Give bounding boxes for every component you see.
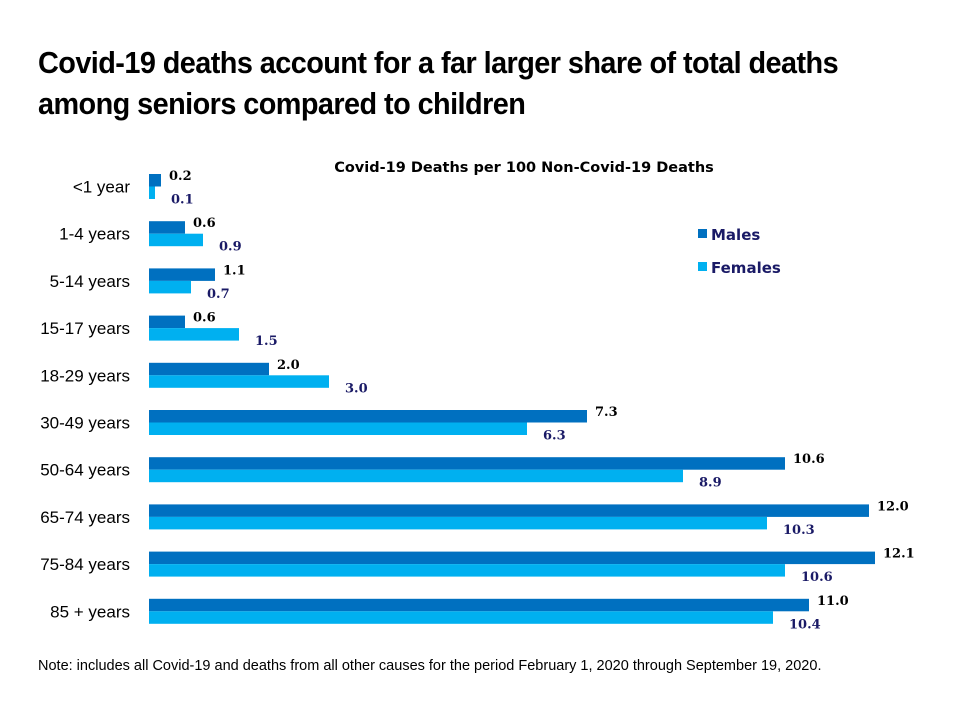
bar-females (149, 611, 773, 624)
category-label: 75-84 years (40, 555, 130, 574)
legend-swatch-females (698, 262, 707, 271)
data-label-males: 10.6 (793, 452, 825, 467)
bar-females (149, 233, 203, 247)
bar-females (149, 280, 191, 294)
data-label-females: 0.9 (219, 240, 242, 255)
bar-males (149, 362, 269, 376)
data-label-males: 0.6 (193, 216, 216, 231)
footnote: Note: includes all Covid-19 and deaths f… (38, 658, 822, 674)
data-label-males: 7.3 (595, 405, 618, 420)
data-label-males: 12.1 (883, 547, 915, 562)
legend-label-females: Females (711, 259, 781, 277)
bar-males (149, 174, 161, 187)
bar-females (149, 564, 785, 577)
data-label-males: 11.0 (817, 594, 849, 609)
category-label: 1-4 years (59, 225, 130, 244)
category-label: <1 year (73, 178, 131, 197)
data-label-males: 12.0 (877, 499, 909, 514)
data-label-males: 0.6 (193, 311, 216, 326)
legend: Males Females (698, 226, 781, 277)
bar-males (149, 504, 869, 517)
bar-females (149, 469, 683, 483)
data-label-females: 10.4 (789, 617, 821, 632)
category-label: 18-29 years (40, 366, 130, 385)
category-label: 30-49 years (40, 414, 130, 433)
legend-label-males: Males (711, 226, 760, 244)
data-label-males: 2.0 (277, 358, 300, 373)
bar-males (149, 315, 185, 329)
data-label-males: 1.1 (223, 263, 246, 278)
page-title: Covid-19 deaths account for a far larger… (38, 45, 839, 121)
category-label: 15-17 years (40, 319, 130, 338)
data-label-females: 0.7 (207, 287, 230, 302)
category-label: 5-14 years (50, 272, 130, 291)
data-label-females: 3.0 (345, 381, 368, 396)
bar-males (149, 410, 587, 423)
data-label-females: 10.3 (783, 523, 815, 538)
data-label-females: 1.5 (255, 334, 278, 349)
bar-females (149, 516, 767, 530)
bar-males (149, 457, 785, 470)
bar-males (149, 268, 215, 281)
data-label-females: 0.1 (171, 193, 194, 208)
legend-swatch-males (698, 229, 707, 238)
bar-males (149, 221, 185, 234)
data-label-females: 8.9 (699, 476, 722, 491)
category-label: 50-64 years (40, 461, 130, 480)
data-label-females: 6.3 (543, 429, 566, 444)
chart-title: Covid-19 Deaths per 100 Non-Covid-19 Dea… (334, 160, 714, 176)
bar-females (149, 375, 329, 388)
data-label-males: 0.2 (169, 169, 192, 184)
bar-females (149, 422, 527, 435)
data-label-females: 10.6 (801, 570, 833, 585)
bar-females (149, 328, 239, 341)
bar-females (149, 186, 155, 199)
bar-males (149, 551, 875, 565)
category-label: 65-74 years (40, 508, 130, 527)
bar-males (149, 598, 809, 612)
category-label: 85 + years (50, 602, 130, 621)
